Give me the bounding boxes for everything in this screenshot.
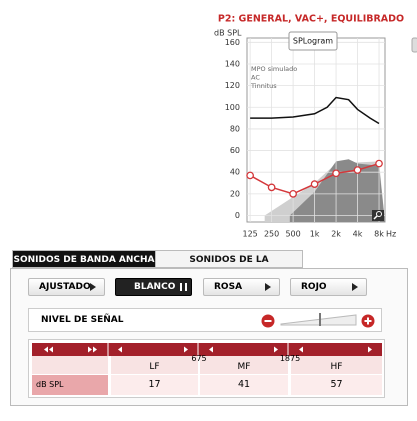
data-point xyxy=(375,159,383,168)
button[interactable]: BLANCO xyxy=(115,278,192,296)
data-point xyxy=(246,171,254,180)
x-tick-label: 125 xyxy=(242,230,257,239)
legend-entry: AC xyxy=(251,74,260,82)
tooltip-box xyxy=(288,31,338,51)
area xyxy=(289,159,385,222)
column-header: MF xyxy=(199,356,288,374)
table-header xyxy=(32,343,382,356)
data-point xyxy=(289,190,297,198)
x-axis-label: Hz xyxy=(386,230,396,239)
zoom-icon xyxy=(376,211,382,217)
side-handle xyxy=(411,37,417,53)
pause-icon xyxy=(185,283,187,291)
y-tick-label: 120 xyxy=(225,81,240,90)
legend-entry: MPO simulado xyxy=(251,65,297,73)
button[interactable]: AJUSTADO xyxy=(28,278,105,296)
x-tick-label: 250 xyxy=(264,230,279,239)
x-tick-label: 2k xyxy=(331,230,341,239)
tab[interactable]: SONIDOS DE LA NATURALEZA xyxy=(155,250,303,283)
y-tick-label: 80 xyxy=(230,124,240,133)
button[interactable]: ROSA xyxy=(203,278,280,296)
y-tick-label: 100 xyxy=(225,103,240,112)
column-header: HF xyxy=(290,356,382,374)
zoom-icon xyxy=(372,210,384,221)
y-tick-label: 20 xyxy=(230,189,240,198)
button-label: AJUSTADO xyxy=(39,282,91,292)
y-tick-label: 0 xyxy=(235,211,240,220)
row-label: dB SPL xyxy=(32,375,108,395)
annotation: Tinnitus xyxy=(250,82,277,90)
series-line xyxy=(250,96,380,125)
data-point xyxy=(353,166,362,174)
data-point xyxy=(267,183,276,192)
pause-icon xyxy=(180,283,182,291)
slider[interactable] xyxy=(255,310,385,332)
value-cell: 17 xyxy=(110,375,198,395)
y-tick-label: 140 xyxy=(225,59,240,68)
y-tick-label: 160 xyxy=(225,38,240,47)
value-cell: 41 xyxy=(199,375,288,395)
zoom-icon xyxy=(373,215,378,220)
chart-title: P2: GENERAL, VAC+, EQUILIBRADO xyxy=(218,14,404,25)
band-boundary: 675 xyxy=(191,354,207,363)
y-axis-label: dB SPL xyxy=(214,29,242,38)
x-tick-label: 4k xyxy=(353,230,363,239)
button[interactable]: ROJO xyxy=(290,278,367,296)
x-tick-label: 1k xyxy=(310,230,320,239)
button-label: ROSA xyxy=(214,282,243,292)
x-tick-label: 8k xyxy=(374,230,384,239)
data-point xyxy=(310,180,319,188)
table-subheader xyxy=(32,356,108,374)
column-header: LF xyxy=(110,356,198,374)
x-tick-label: 500 xyxy=(285,230,300,239)
tooltip: SPLogram xyxy=(293,37,333,46)
button-label: BLANCO xyxy=(134,282,176,292)
data-point xyxy=(332,169,340,178)
tab[interactable]: SONIDOS DE BANDA ANCHA xyxy=(12,250,156,268)
y-tick-label: 40 xyxy=(230,168,240,177)
band-boundary: 1875 xyxy=(279,354,301,363)
chart: P2: GENERAL, VAC+, EQUILIBRADO dB SPL 0 2… xyxy=(214,14,417,239)
y-tick-label: 60 xyxy=(230,146,240,155)
signal-label: NIVEL DE SEÑAL xyxy=(41,315,124,325)
slider-thumb[interactable] xyxy=(319,313,321,326)
value-cell: 57 xyxy=(290,375,382,395)
button-label: ROJO xyxy=(301,282,327,292)
